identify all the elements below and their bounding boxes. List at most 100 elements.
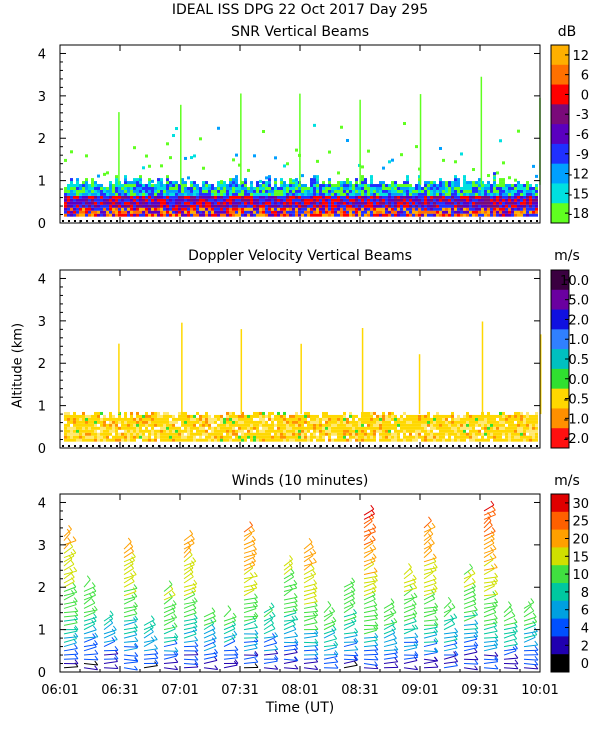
doppler-cell bbox=[97, 420, 100, 424]
doppler-cell bbox=[160, 429, 163, 433]
snr-cell bbox=[463, 181, 466, 185]
snr-cell bbox=[196, 198, 199, 202]
snr-cell bbox=[418, 167, 421, 171]
baseline-dot bbox=[350, 445, 352, 447]
x-axis-label: Time (UT) bbox=[265, 700, 335, 716]
wind-barb bbox=[483, 509, 496, 516]
snr-cell bbox=[334, 186, 337, 190]
wind-barb bbox=[423, 650, 438, 653]
snr-cell bbox=[283, 184, 286, 188]
wind-barb bbox=[263, 606, 275, 614]
doppler-cell bbox=[133, 417, 136, 421]
snr-cell bbox=[358, 192, 361, 196]
snr-cell bbox=[106, 201, 109, 205]
wind-barb bbox=[203, 637, 217, 643]
doppler-cell bbox=[82, 417, 85, 421]
doppler-cell bbox=[472, 414, 475, 418]
snr-cell bbox=[169, 186, 172, 190]
wind-barb bbox=[243, 601, 258, 605]
snr-cell bbox=[517, 198, 520, 202]
doppler-cell bbox=[481, 414, 484, 418]
snr-cell bbox=[217, 192, 220, 196]
snr-cell bbox=[535, 198, 538, 202]
snr-cell bbox=[157, 192, 160, 196]
doppler-cell bbox=[361, 420, 364, 424]
doppler-cell bbox=[124, 429, 127, 433]
doppler-cell bbox=[205, 423, 208, 427]
baseline-dot bbox=[362, 445, 364, 447]
snr-cell bbox=[283, 198, 286, 202]
snr-cell bbox=[316, 213, 319, 217]
wind-barb bbox=[123, 654, 138, 657]
snr-cell bbox=[397, 204, 400, 208]
wind-barb-flag bbox=[432, 574, 437, 580]
snr-cell bbox=[478, 201, 481, 205]
snr-cell bbox=[160, 201, 163, 205]
snr-cell bbox=[487, 213, 490, 217]
snr-cell bbox=[346, 204, 349, 208]
snr-cell bbox=[253, 154, 256, 158]
baseline-dot bbox=[422, 445, 424, 447]
snr-cell bbox=[529, 198, 532, 202]
wind-barb bbox=[303, 635, 318, 639]
doppler-cell bbox=[301, 423, 304, 427]
doppler-cell bbox=[427, 432, 430, 436]
doppler-cell bbox=[157, 429, 160, 433]
snr-cell bbox=[436, 207, 439, 211]
snr-cell bbox=[388, 204, 391, 208]
doppler-streak bbox=[418, 354, 421, 415]
snr-cell bbox=[451, 181, 454, 185]
doppler-cell bbox=[112, 429, 115, 433]
snr-cell bbox=[460, 207, 463, 211]
snr-cell bbox=[409, 186, 412, 190]
snr-cell bbox=[190, 201, 193, 205]
snr-cell bbox=[130, 186, 133, 190]
wind-barb bbox=[83, 616, 97, 622]
doppler-cell bbox=[442, 432, 445, 436]
snr-cell bbox=[484, 186, 487, 190]
doppler-cell bbox=[118, 435, 121, 439]
doppler-cell bbox=[184, 438, 187, 442]
doppler-cell bbox=[355, 426, 358, 430]
snr-cell bbox=[298, 192, 301, 196]
snr-cell bbox=[418, 192, 421, 196]
wind-barb bbox=[123, 627, 138, 631]
doppler-cell bbox=[505, 429, 508, 433]
wind-barb bbox=[363, 636, 378, 639]
doppler-cell bbox=[253, 432, 256, 436]
doppler-cell bbox=[142, 420, 145, 424]
wind-barb bbox=[203, 655, 218, 660]
doppler-cell bbox=[481, 426, 484, 430]
snr-cell bbox=[286, 201, 289, 205]
snr-cell bbox=[421, 198, 424, 202]
wind-barb-flag bbox=[92, 587, 97, 592]
y-tick-label: 2 bbox=[38, 581, 46, 596]
doppler-cell bbox=[163, 411, 166, 415]
snr-cell bbox=[157, 178, 160, 182]
doppler-cell bbox=[460, 429, 463, 433]
snr-cell bbox=[88, 195, 91, 199]
wind-barb bbox=[423, 609, 438, 614]
doppler-cell bbox=[373, 438, 376, 442]
doppler-streak bbox=[181, 322, 183, 415]
doppler-cell bbox=[376, 426, 379, 430]
snr-cell bbox=[496, 207, 499, 211]
wind-barb bbox=[403, 620, 417, 626]
doppler-cell bbox=[340, 429, 343, 433]
snr-cell bbox=[439, 204, 442, 208]
doppler-cell bbox=[172, 423, 175, 427]
baseline-dot bbox=[398, 445, 400, 447]
doppler-cell bbox=[181, 420, 184, 424]
doppler-cell bbox=[457, 420, 460, 424]
snr-cell bbox=[133, 204, 136, 208]
doppler-cell bbox=[415, 426, 418, 430]
snr-cell bbox=[478, 186, 481, 190]
snr-cell bbox=[367, 204, 370, 208]
snr-cell bbox=[169, 204, 172, 208]
wind-barb bbox=[423, 660, 438, 665]
baseline-dot bbox=[116, 220, 118, 222]
colorbar-tick-label: -1.0 bbox=[564, 412, 589, 427]
snr-cell bbox=[106, 210, 109, 214]
doppler-cell bbox=[175, 417, 178, 421]
snr-cell bbox=[523, 210, 526, 214]
